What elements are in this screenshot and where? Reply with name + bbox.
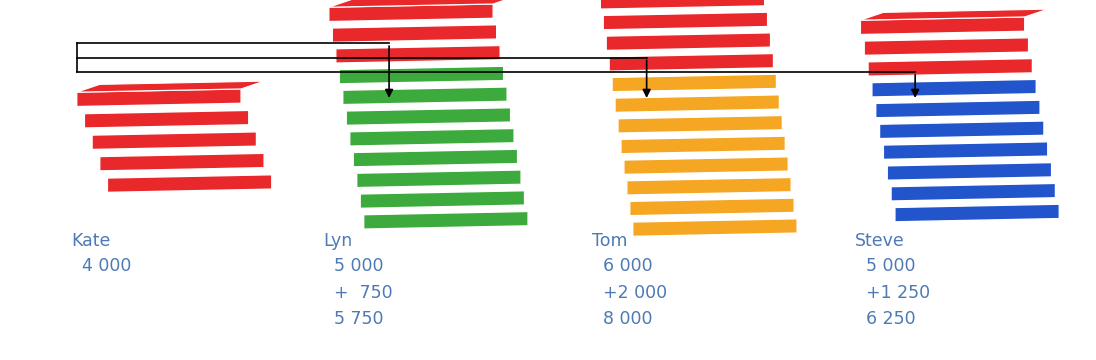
Polygon shape bbox=[624, 157, 788, 174]
Polygon shape bbox=[350, 129, 514, 146]
Polygon shape bbox=[876, 100, 1040, 118]
Polygon shape bbox=[630, 198, 795, 216]
Polygon shape bbox=[606, 33, 770, 50]
Text: 5 750: 5 750 bbox=[334, 310, 384, 328]
Polygon shape bbox=[871, 79, 1037, 97]
Polygon shape bbox=[618, 116, 783, 133]
Text: Kate: Kate bbox=[71, 232, 111, 250]
Text: +  750: + 750 bbox=[334, 284, 392, 302]
Polygon shape bbox=[329, 4, 493, 22]
Polygon shape bbox=[100, 153, 264, 171]
Text: 6 000: 6 000 bbox=[603, 257, 652, 275]
Polygon shape bbox=[860, 9, 1048, 20]
Polygon shape bbox=[77, 81, 264, 92]
Polygon shape bbox=[332, 25, 496, 42]
Text: 5 000: 5 000 bbox=[866, 257, 915, 275]
Text: Tom: Tom bbox=[592, 232, 627, 250]
Polygon shape bbox=[860, 17, 1025, 35]
Polygon shape bbox=[883, 142, 1048, 159]
Polygon shape bbox=[615, 95, 779, 112]
Polygon shape bbox=[891, 183, 1055, 201]
Text: Steve: Steve bbox=[855, 232, 904, 250]
Polygon shape bbox=[340, 66, 504, 84]
Polygon shape bbox=[343, 87, 507, 105]
Polygon shape bbox=[879, 121, 1043, 139]
Polygon shape bbox=[864, 38, 1028, 55]
Polygon shape bbox=[603, 12, 767, 30]
Polygon shape bbox=[92, 132, 256, 149]
Polygon shape bbox=[346, 108, 511, 125]
Polygon shape bbox=[364, 211, 528, 229]
Polygon shape bbox=[77, 89, 241, 107]
Polygon shape bbox=[84, 111, 249, 128]
Polygon shape bbox=[601, 0, 765, 9]
Polygon shape bbox=[329, 0, 516, 7]
Text: Lyn: Lyn bbox=[323, 232, 353, 250]
Polygon shape bbox=[353, 149, 517, 167]
Text: 8 000: 8 000 bbox=[603, 310, 652, 328]
Text: 6 250: 6 250 bbox=[866, 310, 915, 328]
Text: +1 250: +1 250 bbox=[866, 284, 931, 302]
Text: 5 000: 5 000 bbox=[334, 257, 384, 275]
Polygon shape bbox=[356, 170, 521, 188]
Polygon shape bbox=[612, 74, 776, 92]
Polygon shape bbox=[361, 191, 525, 208]
Polygon shape bbox=[621, 136, 786, 154]
Text: +2 000: +2 000 bbox=[603, 284, 667, 302]
Text: 4 000: 4 000 bbox=[82, 257, 132, 275]
Polygon shape bbox=[335, 45, 500, 63]
Polygon shape bbox=[107, 175, 272, 192]
Polygon shape bbox=[609, 54, 774, 71]
Polygon shape bbox=[888, 163, 1052, 180]
Polygon shape bbox=[894, 204, 1059, 222]
Polygon shape bbox=[868, 59, 1032, 76]
Polygon shape bbox=[627, 177, 791, 195]
Polygon shape bbox=[632, 219, 797, 237]
